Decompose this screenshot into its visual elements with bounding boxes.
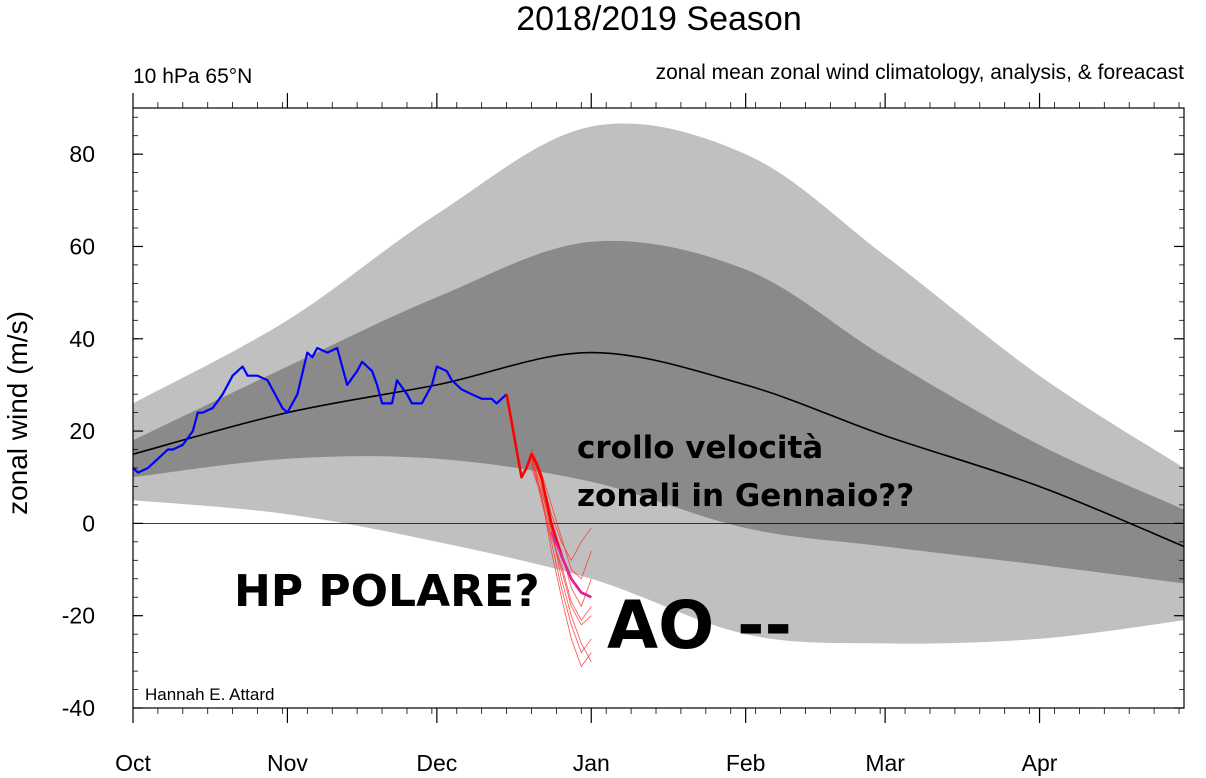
y-tick-label: -40: [62, 695, 95, 721]
chart-subtitle-right: zonal mean zonal wind climatology, analy…: [656, 61, 1185, 84]
analysis-line: [132, 346, 508, 474]
plot-frame: [132, 107, 1185, 709]
x-tick-label: Nov: [267, 750, 308, 776]
annotation-crollo-line2: zonali in Gennaio??: [577, 478, 914, 514]
annotation-crollo-line1: crollo velocità: [577, 430, 823, 466]
y-tick-label: 80: [69, 141, 95, 167]
climatology-line: [132, 351, 1185, 548]
forecast-ensemble-mean-line: [550, 532, 592, 599]
forecast-member-line: [531, 458, 592, 626]
y-tick-label: -20: [62, 603, 95, 629]
y-tick-label: 0: [82, 510, 95, 536]
plot-area: [132, 108, 1185, 708]
x-tick-label: Feb: [726, 750, 766, 776]
y-tick-label: 60: [69, 233, 95, 259]
y-axis-label: zonal wind (m/s): [2, 311, 33, 515]
x-tick-label: Mar: [865, 750, 905, 776]
x-tick-label: Apr: [1022, 750, 1058, 776]
y-tick-label: 40: [69, 326, 95, 352]
y-tick-label: 20: [69, 418, 95, 444]
x-tick-label: Oct: [115, 750, 151, 776]
chart-subtitle-left: 10 hPa 65°N: [133, 65, 252, 88]
x-tick-label: Jan: [573, 750, 610, 776]
annotation-ao: AO --: [607, 587, 792, 664]
axes: -40 -20 0 20 40 60 80 Oct Nov Dec Jan Feb Mar Apr: [62, 93, 1185, 776]
forecast-member-line: [531, 463, 592, 662]
forecast-member-line: [531, 458, 592, 654]
x-tick-label: Dec: [416, 750, 457, 776]
chart-title: 2018/2019 Season: [516, 0, 801, 38]
inner-percentile-band: [133, 240, 1184, 584]
forecast-member-line: [531, 467, 592, 622]
credit-label: Hannah E. Attard: [145, 685, 274, 704]
forecast-member-line: [531, 449, 592, 580]
annotation-hp-polare: HP POLARE?: [234, 566, 540, 617]
